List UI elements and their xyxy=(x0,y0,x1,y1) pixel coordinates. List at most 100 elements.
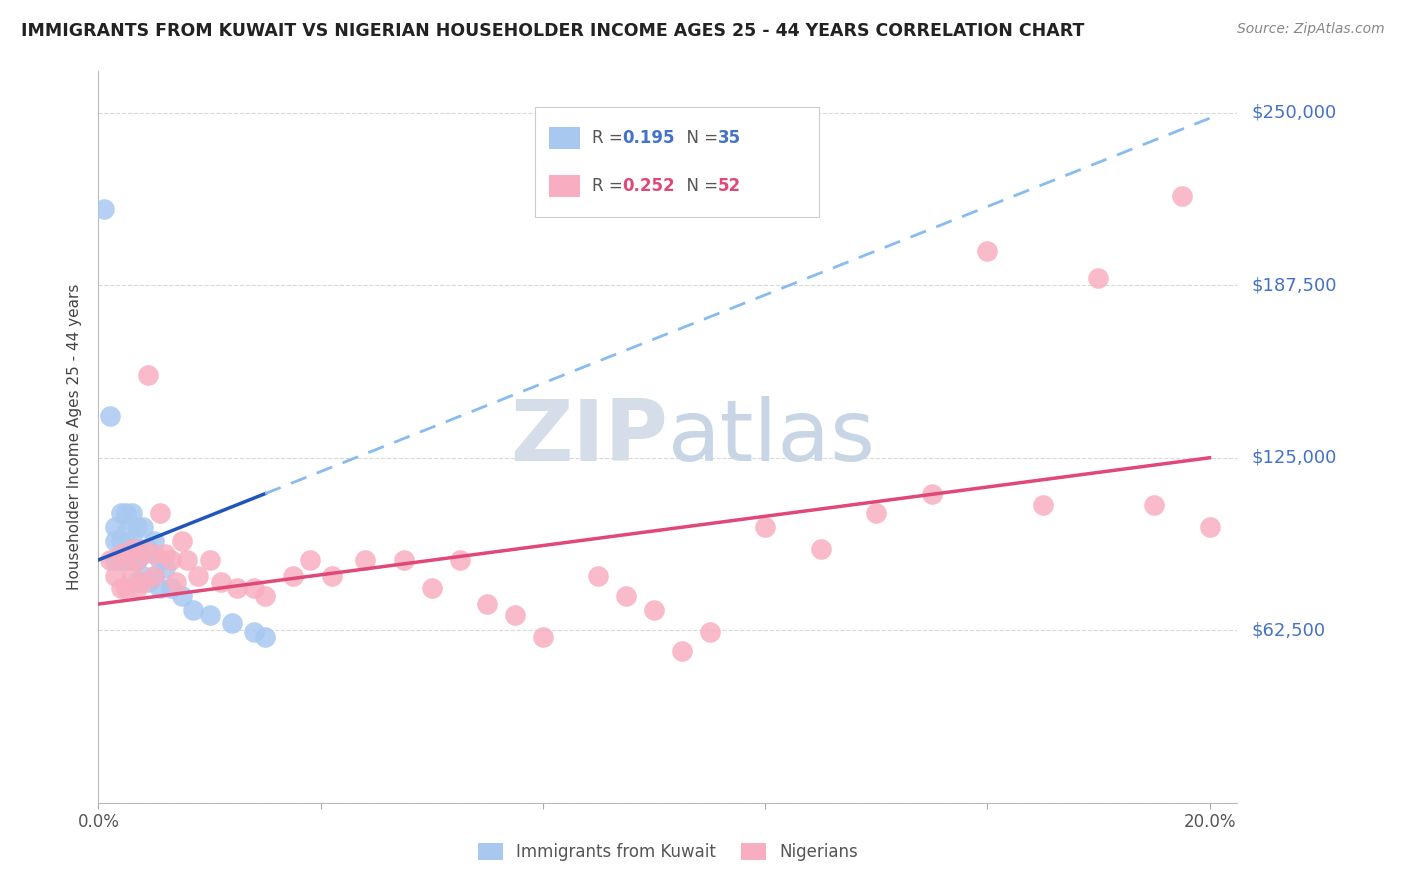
Point xyxy=(181,602,204,616)
Text: 0.252: 0.252 xyxy=(623,178,675,195)
Point xyxy=(643,602,665,616)
Point xyxy=(976,244,998,258)
Point xyxy=(143,569,166,583)
Point xyxy=(226,581,249,595)
Point xyxy=(281,569,304,583)
Text: $125,000: $125,000 xyxy=(1251,449,1337,467)
Point xyxy=(110,533,132,548)
Point xyxy=(138,574,160,589)
Point xyxy=(754,520,776,534)
Point xyxy=(165,574,187,589)
Point xyxy=(531,630,554,644)
Text: 35: 35 xyxy=(718,128,741,147)
Point xyxy=(198,608,221,623)
Point xyxy=(298,553,321,567)
Text: $250,000: $250,000 xyxy=(1251,103,1337,122)
Point xyxy=(127,574,149,589)
Text: 52: 52 xyxy=(718,178,741,195)
Point xyxy=(221,616,243,631)
Point xyxy=(132,569,155,583)
Point xyxy=(110,553,132,567)
Point xyxy=(170,589,193,603)
Point xyxy=(1198,520,1220,534)
Point xyxy=(588,569,610,583)
Point xyxy=(138,541,160,556)
Legend: Immigrants from Kuwait, Nigerians: Immigrants from Kuwait, Nigerians xyxy=(471,836,865,868)
Point xyxy=(614,589,637,603)
Point xyxy=(93,202,115,217)
Point xyxy=(143,548,166,562)
Point xyxy=(104,520,127,534)
Point xyxy=(115,525,138,540)
Text: R =: R = xyxy=(592,128,627,147)
Point xyxy=(132,574,155,589)
Point xyxy=(121,506,143,520)
Point xyxy=(104,553,127,567)
Point xyxy=(115,581,138,595)
Text: IMMIGRANTS FROM KUWAIT VS NIGERIAN HOUSEHOLDER INCOME AGES 25 - 44 YEARS CORRELA: IMMIGRANTS FROM KUWAIT VS NIGERIAN HOUSE… xyxy=(21,22,1084,40)
Point xyxy=(1087,271,1109,285)
Point xyxy=(243,581,266,595)
Point xyxy=(115,506,138,520)
Text: Source: ZipAtlas.com: Source: ZipAtlas.com xyxy=(1237,22,1385,37)
Point xyxy=(121,541,143,556)
Point xyxy=(420,581,443,595)
Point xyxy=(254,589,277,603)
Point xyxy=(921,486,943,500)
Point xyxy=(153,561,176,575)
Point xyxy=(143,533,166,548)
Point xyxy=(392,553,415,567)
Point xyxy=(477,597,499,611)
Y-axis label: Householder Income Ages 25 - 44 years: Householder Income Ages 25 - 44 years xyxy=(67,284,83,591)
Point xyxy=(115,553,138,567)
Point xyxy=(159,553,181,567)
Point xyxy=(132,520,155,534)
Point xyxy=(209,574,232,589)
Point xyxy=(127,541,149,556)
Text: $62,500: $62,500 xyxy=(1251,622,1326,640)
Point xyxy=(104,533,127,548)
Point xyxy=(132,541,155,556)
Point xyxy=(671,644,693,658)
Point xyxy=(104,569,127,583)
Point xyxy=(127,520,149,534)
Point xyxy=(1170,188,1192,202)
Point xyxy=(187,569,209,583)
Point xyxy=(865,506,887,520)
Text: $187,500: $187,500 xyxy=(1251,277,1337,294)
Point xyxy=(254,630,277,644)
Point xyxy=(148,506,170,520)
Point xyxy=(110,581,132,595)
Point xyxy=(354,553,377,567)
Point xyxy=(699,624,721,639)
Point xyxy=(148,553,170,567)
Point xyxy=(503,608,526,623)
Point xyxy=(132,548,155,562)
Text: atlas: atlas xyxy=(668,395,876,479)
Point xyxy=(243,624,266,639)
Point xyxy=(138,368,160,382)
Text: ZIP: ZIP xyxy=(510,395,668,479)
Point xyxy=(98,553,121,567)
Point xyxy=(127,581,149,595)
Point xyxy=(143,569,166,583)
Point xyxy=(176,553,198,567)
Point xyxy=(127,553,149,567)
Point xyxy=(115,548,138,562)
Point xyxy=(127,553,149,567)
Point xyxy=(1032,498,1054,512)
Point xyxy=(148,581,170,595)
Point xyxy=(110,548,132,562)
Point xyxy=(121,553,143,567)
Point xyxy=(159,581,181,595)
Point xyxy=(121,533,143,548)
Point xyxy=(1143,498,1166,512)
Point xyxy=(198,553,221,567)
Point xyxy=(449,553,471,567)
Point xyxy=(321,569,343,583)
Point xyxy=(810,541,832,556)
Point xyxy=(170,533,193,548)
Point xyxy=(153,548,176,562)
Point xyxy=(98,409,121,424)
Point xyxy=(121,569,143,583)
